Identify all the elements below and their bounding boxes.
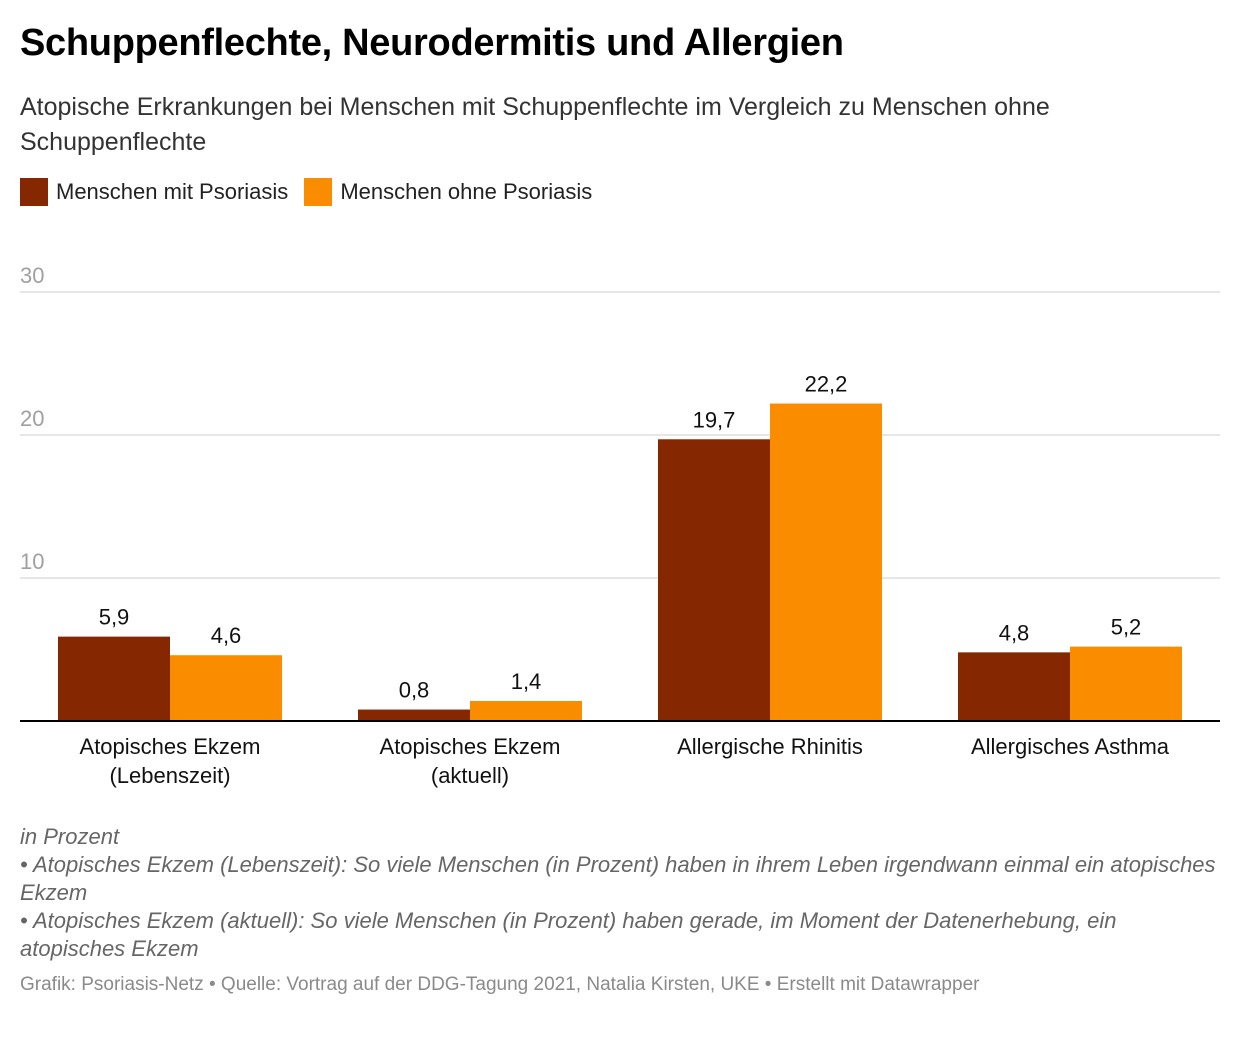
x-tick-label-cat3-line1: Allergische Rhinitis (677, 734, 863, 759)
y-tick-label-30: 30 (20, 263, 44, 288)
chart-credit: Grafik: Psoriasis-Netz • Quelle: Vortrag… (20, 974, 980, 995)
data-label-series1-cat4: 4,8 (999, 620, 1030, 645)
bar-series1-cat4 (958, 652, 1070, 721)
legend-label-series1: Menschen mit Psoriasis (56, 179, 289, 204)
data-label-series1-cat3: 19,7 (693, 407, 736, 432)
legend-item-series1: Menschen mit Psoriasis (20, 178, 288, 206)
y-tick-label-10: 10 (20, 549, 44, 574)
bar-series1-cat1 (58, 636, 170, 721)
data-label-series1-cat2: 0,8 (399, 678, 430, 703)
legend-swatch-series2 (304, 178, 333, 206)
bar-chart: 10 20 30 5,9 4,6 Atopisches Ekzem (Lebenszeit)… (20, 263, 1220, 788)
legend-label-series2: Menschen ohne Psoriasis (340, 179, 593, 204)
data-label-series2-cat2: 1,4 (511, 669, 542, 694)
chart-notes: in Prozent • Atopisches Ekzem (Lebenszei… (20, 823, 1220, 963)
y-tick-label-20: 20 (20, 406, 44, 431)
data-label-series2-cat4: 5,2 (1111, 615, 1142, 640)
bar-series2-cat3 (770, 403, 882, 721)
bar-series1-cat3 (658, 439, 770, 721)
data-label-series2-cat3: 22,2 (805, 372, 848, 397)
note-current: • Atopisches Ekzem (aktuell): So viele M… (20, 908, 1117, 961)
legend-swatch-series1 (20, 178, 48, 206)
chart-title: Schuppenflechte, Neurodermitis und Aller… (20, 22, 844, 64)
x-tick-label-cat2-line1: Atopisches Ekzem (380, 734, 561, 759)
data-label-series2-cat1: 4,6 (211, 623, 242, 648)
note-unit: in Prozent (20, 824, 120, 849)
chart-subtitle: Atopische Erkrankungen bei Menschen mit … (20, 93, 1050, 156)
x-tick-label-cat1-line2: (Lebenszeit) (109, 763, 230, 788)
note-lifetime: • Atopisches Ekzem (Lebenszeit): So viel… (20, 852, 1216, 905)
data-label-series1-cat1: 5,9 (99, 605, 130, 630)
bar-series1-cat2 (358, 709, 470, 721)
x-tick-label-cat1-line1: Atopisches Ekzem (80, 734, 261, 759)
bar-series2-cat1 (170, 655, 282, 721)
x-tick-label-cat2-line2: (aktuell) (431, 763, 509, 788)
legend: Menschen mit Psoriasis Menschen ohne Pso… (20, 178, 608, 206)
bar-series2-cat2 (470, 700, 582, 721)
bar-series2-cat4 (1070, 646, 1182, 721)
legend-item-series2: Menschen ohne Psoriasis (304, 178, 592, 206)
x-tick-label-cat4-line1: Allergisches Asthma (971, 734, 1170, 759)
